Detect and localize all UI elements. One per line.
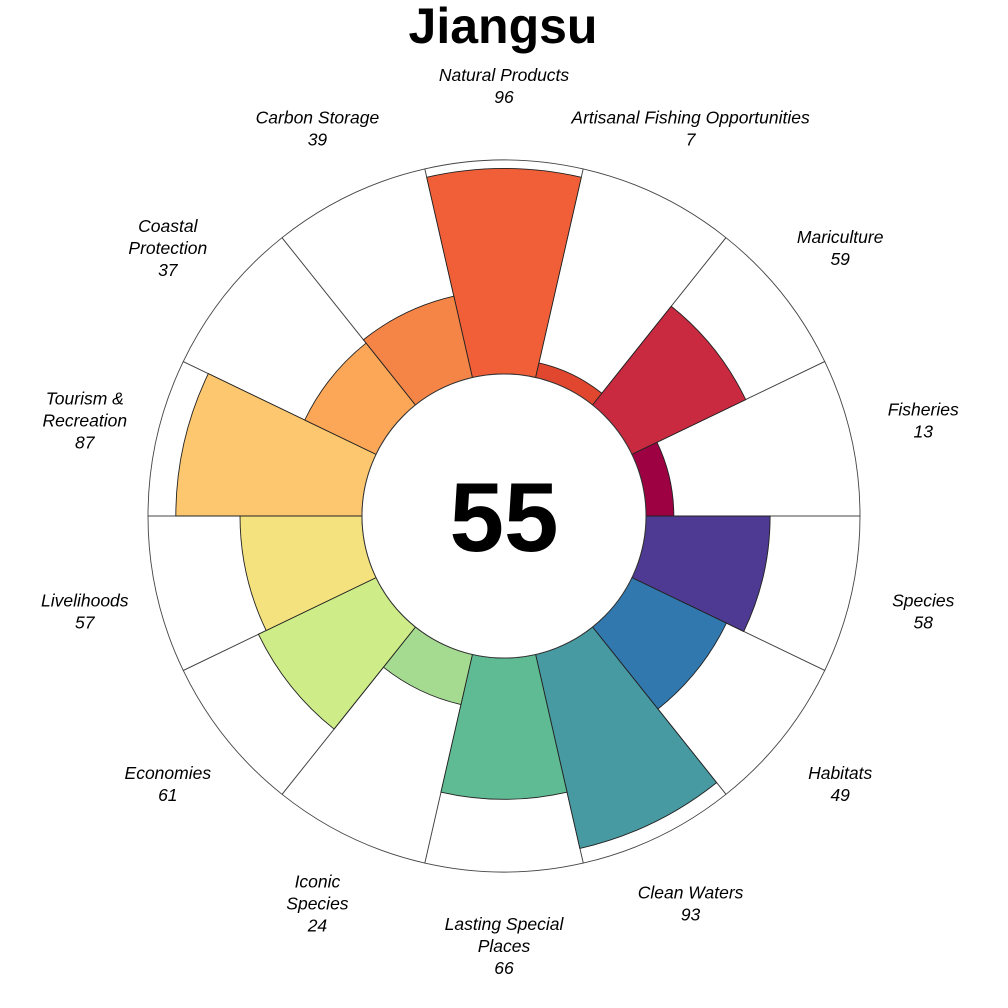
label-name: Habitats [808, 763, 872, 783]
label-habitats: Habitats 49 [808, 763, 872, 805]
label-score: 59 [830, 249, 850, 269]
label-iconic-species: Iconic Species 24 [286, 871, 349, 935]
label-score: 37 [158, 260, 179, 280]
label-name: Species [286, 893, 349, 913]
label-score: 49 [830, 785, 850, 805]
label-score: 7 [686, 130, 697, 150]
label-fisheries: Fisheries 13 [888, 399, 959, 441]
label-score: 87 [75, 432, 96, 452]
label-name: Livelihoods [41, 591, 129, 611]
label-score: 61 [158, 785, 177, 805]
label-mariculture: Mariculture 59 [797, 227, 884, 269]
label-name: Tourism & [46, 388, 124, 408]
label-score: 24 [307, 915, 328, 935]
label-score: 93 [681, 904, 701, 924]
label-name: Economies [125, 763, 212, 783]
label-natural-products: Natural Products 96 [439, 65, 570, 107]
label-clean-waters: Clean Waters 93 [638, 882, 744, 924]
label-name: Species [892, 591, 955, 611]
label-artisanal-fishing-opportunities: Artisanal Fishing Opportunities 7 [570, 108, 810, 150]
label-name: Carbon Storage [256, 108, 380, 128]
petals [175, 168, 771, 850]
label-name: Artisanal Fishing Opportunities [570, 108, 810, 128]
label-tourism-recreation: Tourism & Recreation 87 [42, 388, 127, 452]
label-score: 66 [494, 958, 514, 978]
label-name: Protection [128, 238, 207, 258]
chart-title: Jiangsu [409, 0, 598, 54]
label-coastal-protection: Coastal Protection 37 [128, 216, 207, 280]
label-score: 58 [913, 613, 933, 633]
label-name: Coastal [138, 216, 198, 236]
label-name: Fisheries [888, 399, 959, 419]
label-lasting-special-places: Lasting Special Places 66 [445, 914, 565, 978]
label-name: Iconic [295, 871, 341, 891]
label-name: Lasting Special [445, 914, 565, 934]
label-carbon-storage: Carbon Storage 39 [256, 108, 380, 150]
label-score: 39 [308, 130, 328, 150]
label-livelihoods: Livelihoods 57 [41, 591, 129, 633]
label-species: Species 58 [892, 591, 955, 633]
label-name: Recreation [42, 410, 127, 430]
label-name: Places [478, 936, 531, 956]
center-hole [361, 373, 647, 659]
label-score: 13 [913, 421, 933, 441]
label-score: 57 [75, 613, 96, 633]
label-name: Mariculture [797, 227, 884, 247]
label-score: 96 [494, 87, 514, 107]
center-score: 55 [449, 462, 558, 572]
label-name: Clean Waters [638, 882, 744, 902]
label-economies: Economies 61 [125, 763, 212, 805]
label-name: Natural Products [439, 65, 570, 85]
